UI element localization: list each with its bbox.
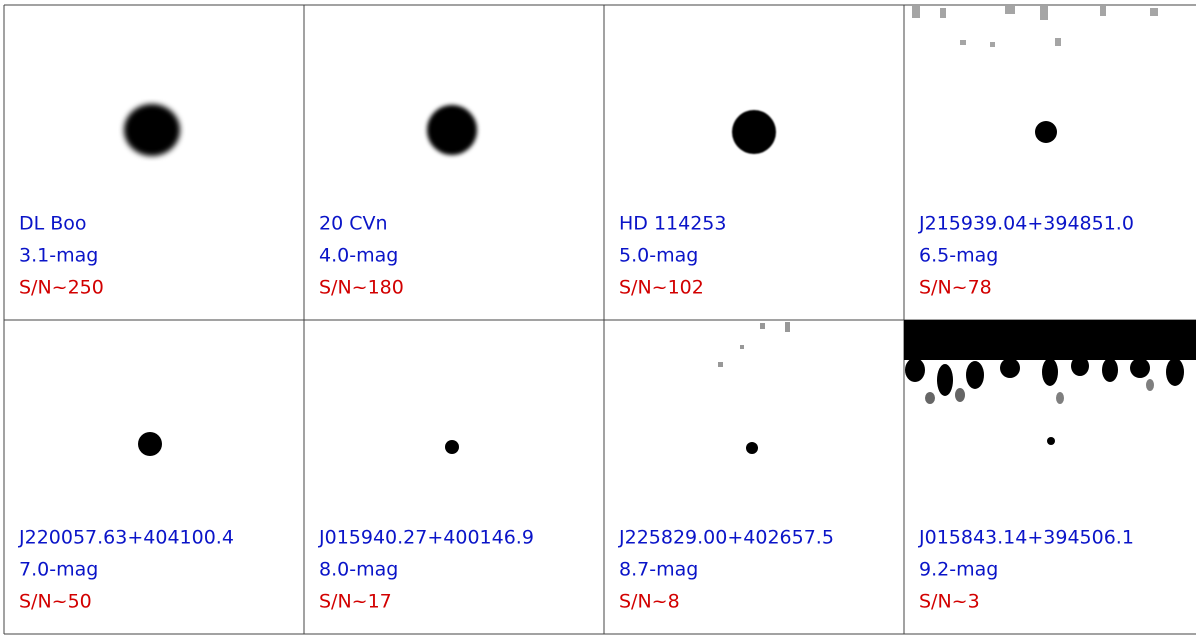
panel-magnitude: 8.7-mag	[619, 559, 698, 581]
panel-name: DL Boo	[19, 213, 87, 235]
panel-snr: S/N~78	[919, 277, 992, 299]
panel-snr: S/N~17	[319, 591, 392, 613]
panel-name: J215939.04+394851.0	[918, 213, 1134, 235]
panel-magnitude: 8.0-mag	[319, 559, 398, 581]
panel-magnitude: 6.5-mag	[919, 245, 998, 267]
panel-name: J015940.27+400146.9	[318, 527, 534, 549]
labels: DL Boo 3.1-mag S/N~250 20 CVn 4.0-mag S/N~180…	[18, 213, 1134, 613]
noise	[718, 6, 1196, 404]
panel-snr: S/N~50	[19, 591, 92, 613]
panel-name: J220057.63+404100.4	[18, 527, 234, 549]
panel-name: HD 114253	[619, 213, 727, 235]
panel-snr: S/N~8	[619, 591, 680, 613]
panel-name: J015843.14+394506.1	[918, 527, 1134, 549]
panel-snr: S/N~180	[319, 277, 404, 299]
stars	[124, 104, 1057, 456]
panel-snr: S/N~102	[619, 277, 704, 299]
figure: DL Boo 3.1-mag S/N~250 20 CVn 4.0-mag S/N~180…	[0, 0, 1196, 635]
panel-magnitude: 5.0-mag	[619, 245, 698, 267]
panel-magnitude: 7.0-mag	[19, 559, 98, 581]
panel-magnitude: 3.1-mag	[19, 245, 98, 267]
panel-magnitude: 4.0-mag	[319, 245, 398, 267]
panel-snr: S/N~3	[919, 591, 980, 613]
panel-name: 20 CVn	[319, 213, 388, 235]
panel-name: J225829.00+402657.5	[618, 527, 834, 549]
panel-snr: S/N~250	[19, 277, 104, 299]
panel-magnitude: 9.2-mag	[919, 559, 998, 581]
